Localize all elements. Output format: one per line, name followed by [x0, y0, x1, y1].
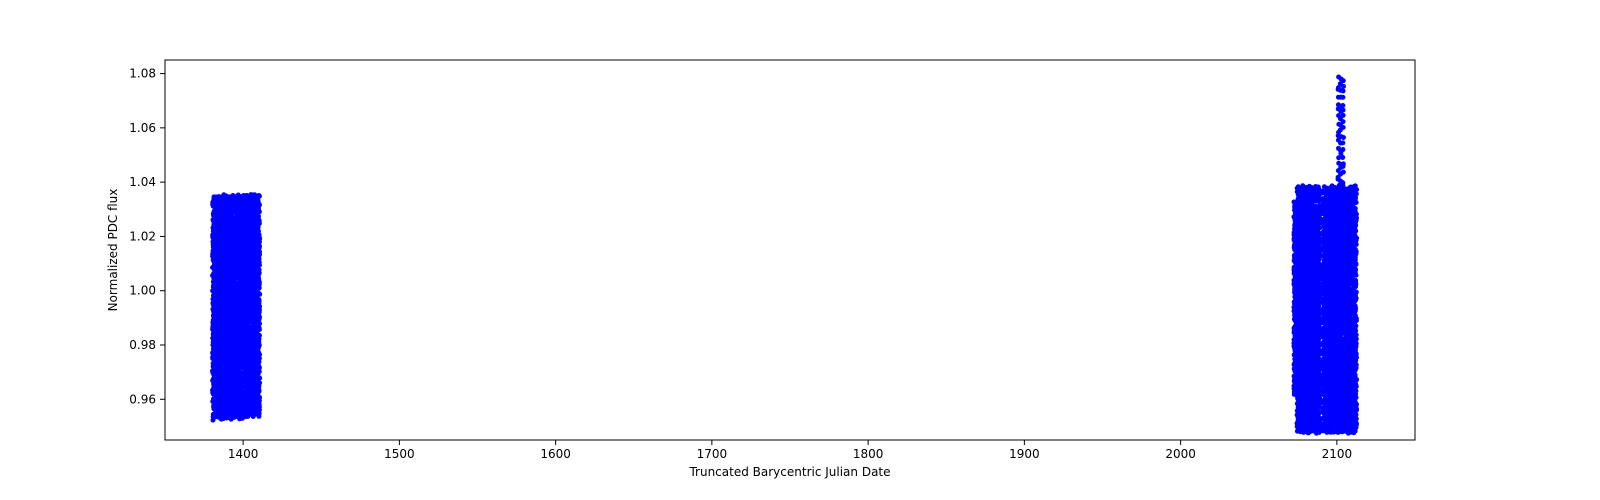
chart-svg: 1400 1500 1600 1700 1800 1900 2000 2100 0.96 0.98…: [0, 0, 1600, 500]
x-tick-label: 1900: [1009, 447, 1040, 461]
y-axis-label: Normalized PDC flux: [106, 189, 120, 312]
y-tick-label: 1.08: [129, 67, 156, 81]
y-tick-label: 1.04: [129, 175, 156, 189]
x-tick-label: 1800: [853, 447, 884, 461]
y-tick-label: 1.06: [129, 121, 156, 135]
y-tick-label: 1.00: [129, 284, 156, 298]
y-tick-label: 0.98: [129, 338, 156, 352]
x-tick-label: 1400: [228, 447, 259, 461]
x-tick-label: 2000: [1165, 447, 1196, 461]
y-tick-label: 0.96: [129, 392, 156, 406]
y-tick-label: 1.02: [129, 229, 156, 243]
lightcurve-scatter-chart: 1400 1500 1600 1700 1800 1900 2000 2100 0.96 0.98…: [0, 0, 1600, 500]
x-tick-label: 1500: [384, 447, 415, 461]
x-tick-label: 1700: [697, 447, 728, 461]
x-tick-label: 2100: [1322, 447, 1353, 461]
x-tick-label: 1600: [540, 447, 571, 461]
x-axis-label: Truncated Barycentric Julian Date: [688, 465, 890, 479]
